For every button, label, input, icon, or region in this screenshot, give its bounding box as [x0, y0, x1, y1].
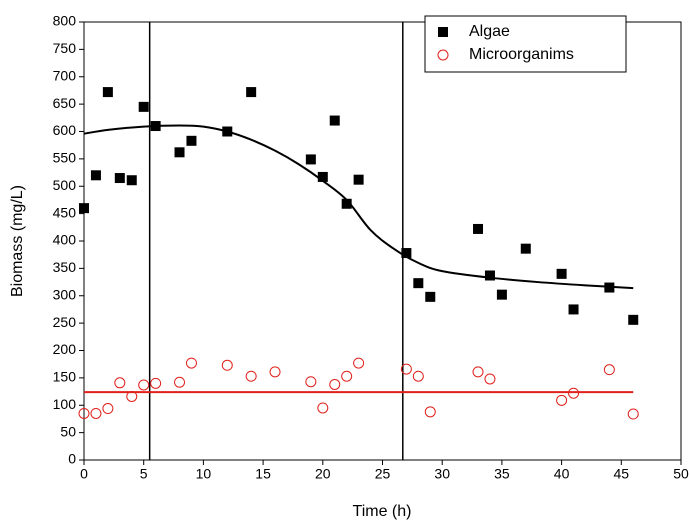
y-tick-label: 500 — [53, 177, 77, 193]
data-point — [114, 173, 125, 184]
data-point — [90, 170, 101, 181]
legend — [424, 15, 627, 73]
x-tick-label: 50 — [673, 466, 689, 482]
data-point — [174, 147, 185, 158]
data-point — [603, 364, 615, 376]
data-point — [400, 363, 412, 375]
y-tick-label: 550 — [53, 150, 77, 166]
data-point — [78, 407, 90, 419]
y-tick-label: 300 — [53, 286, 77, 302]
data-point — [114, 377, 126, 389]
data-point — [102, 87, 113, 98]
x-axis-label: Time (h) — [353, 503, 412, 520]
data-point — [317, 402, 329, 414]
y-tick-label: 50 — [60, 423, 76, 439]
data-point — [126, 175, 137, 186]
data-point — [221, 359, 233, 371]
x-tick-label: 20 — [315, 466, 331, 482]
data-point — [496, 289, 507, 300]
y-axis-label: Biomass (mg/L) — [9, 185, 26, 297]
data-point — [90, 407, 102, 419]
data-point — [102, 403, 114, 415]
data-point — [556, 268, 567, 279]
x-tick-label: 5 — [140, 466, 148, 482]
data-point — [246, 87, 257, 98]
data-point — [341, 198, 352, 209]
data-point — [138, 379, 150, 391]
data-point — [305, 376, 317, 388]
x-tick-label: 45 — [614, 466, 630, 482]
data-point — [473, 223, 484, 234]
y-tick-label: 650 — [53, 95, 77, 111]
x-tick-label: 25 — [375, 466, 391, 482]
y-tick-label: 450 — [53, 204, 77, 220]
data-point — [329, 115, 340, 126]
data-point — [412, 370, 424, 382]
data-point — [245, 370, 257, 382]
data-point — [484, 373, 496, 385]
y-tick-label: 350 — [53, 259, 77, 275]
x-tick-label: 15 — [255, 466, 271, 482]
x-tick-label: 40 — [554, 466, 570, 482]
data-point — [484, 270, 495, 281]
data-point — [317, 171, 328, 182]
y-tick-label: 0 — [68, 451, 76, 467]
data-point — [568, 304, 579, 315]
data-point — [341, 370, 353, 382]
y-tick-label: 600 — [53, 122, 77, 138]
data-point — [413, 278, 424, 289]
data-point — [425, 291, 436, 302]
legend-label: Microorganims — [469, 46, 574, 63]
y-tick-label: 400 — [53, 232, 77, 248]
data-point — [520, 243, 531, 254]
y-tick-label: 200 — [53, 341, 77, 357]
y-tick-label: 250 — [53, 314, 77, 330]
x-tick-label: 10 — [196, 466, 212, 482]
x-tick-label: 0 — [80, 466, 88, 482]
data-point — [472, 366, 484, 378]
data-point — [186, 135, 197, 146]
data-point — [222, 126, 233, 137]
legend-marker — [438, 27, 448, 37]
data-point — [556, 394, 568, 406]
data-point — [401, 248, 412, 259]
data-point — [150, 121, 161, 132]
data-point — [138, 101, 149, 112]
y-tick-label: 700 — [53, 67, 77, 83]
data-point — [353, 174, 364, 185]
data-point — [150, 377, 162, 389]
data-point — [329, 378, 341, 390]
x-tick-label: 35 — [494, 466, 510, 482]
fit-curve — [83, 124, 634, 290]
data-point — [628, 314, 639, 325]
data-point — [269, 366, 281, 378]
legend-marker — [437, 49, 449, 61]
data-point — [126, 390, 138, 402]
data-point — [79, 203, 89, 214]
data-point — [174, 376, 186, 388]
y-tick-label: 750 — [53, 40, 77, 56]
y-tick-label: 150 — [53, 369, 77, 385]
data-point — [627, 408, 639, 420]
data-point — [604, 282, 615, 293]
data-point — [568, 387, 580, 399]
y-tick-label: 100 — [53, 396, 77, 412]
data-point — [424, 406, 436, 418]
data-point — [353, 357, 365, 369]
x-tick-label: 30 — [434, 466, 450, 482]
y-tick-label: 800 — [53, 13, 77, 29]
data-point — [305, 154, 316, 165]
legend-label: Algae — [469, 23, 510, 40]
data-point — [185, 357, 197, 369]
